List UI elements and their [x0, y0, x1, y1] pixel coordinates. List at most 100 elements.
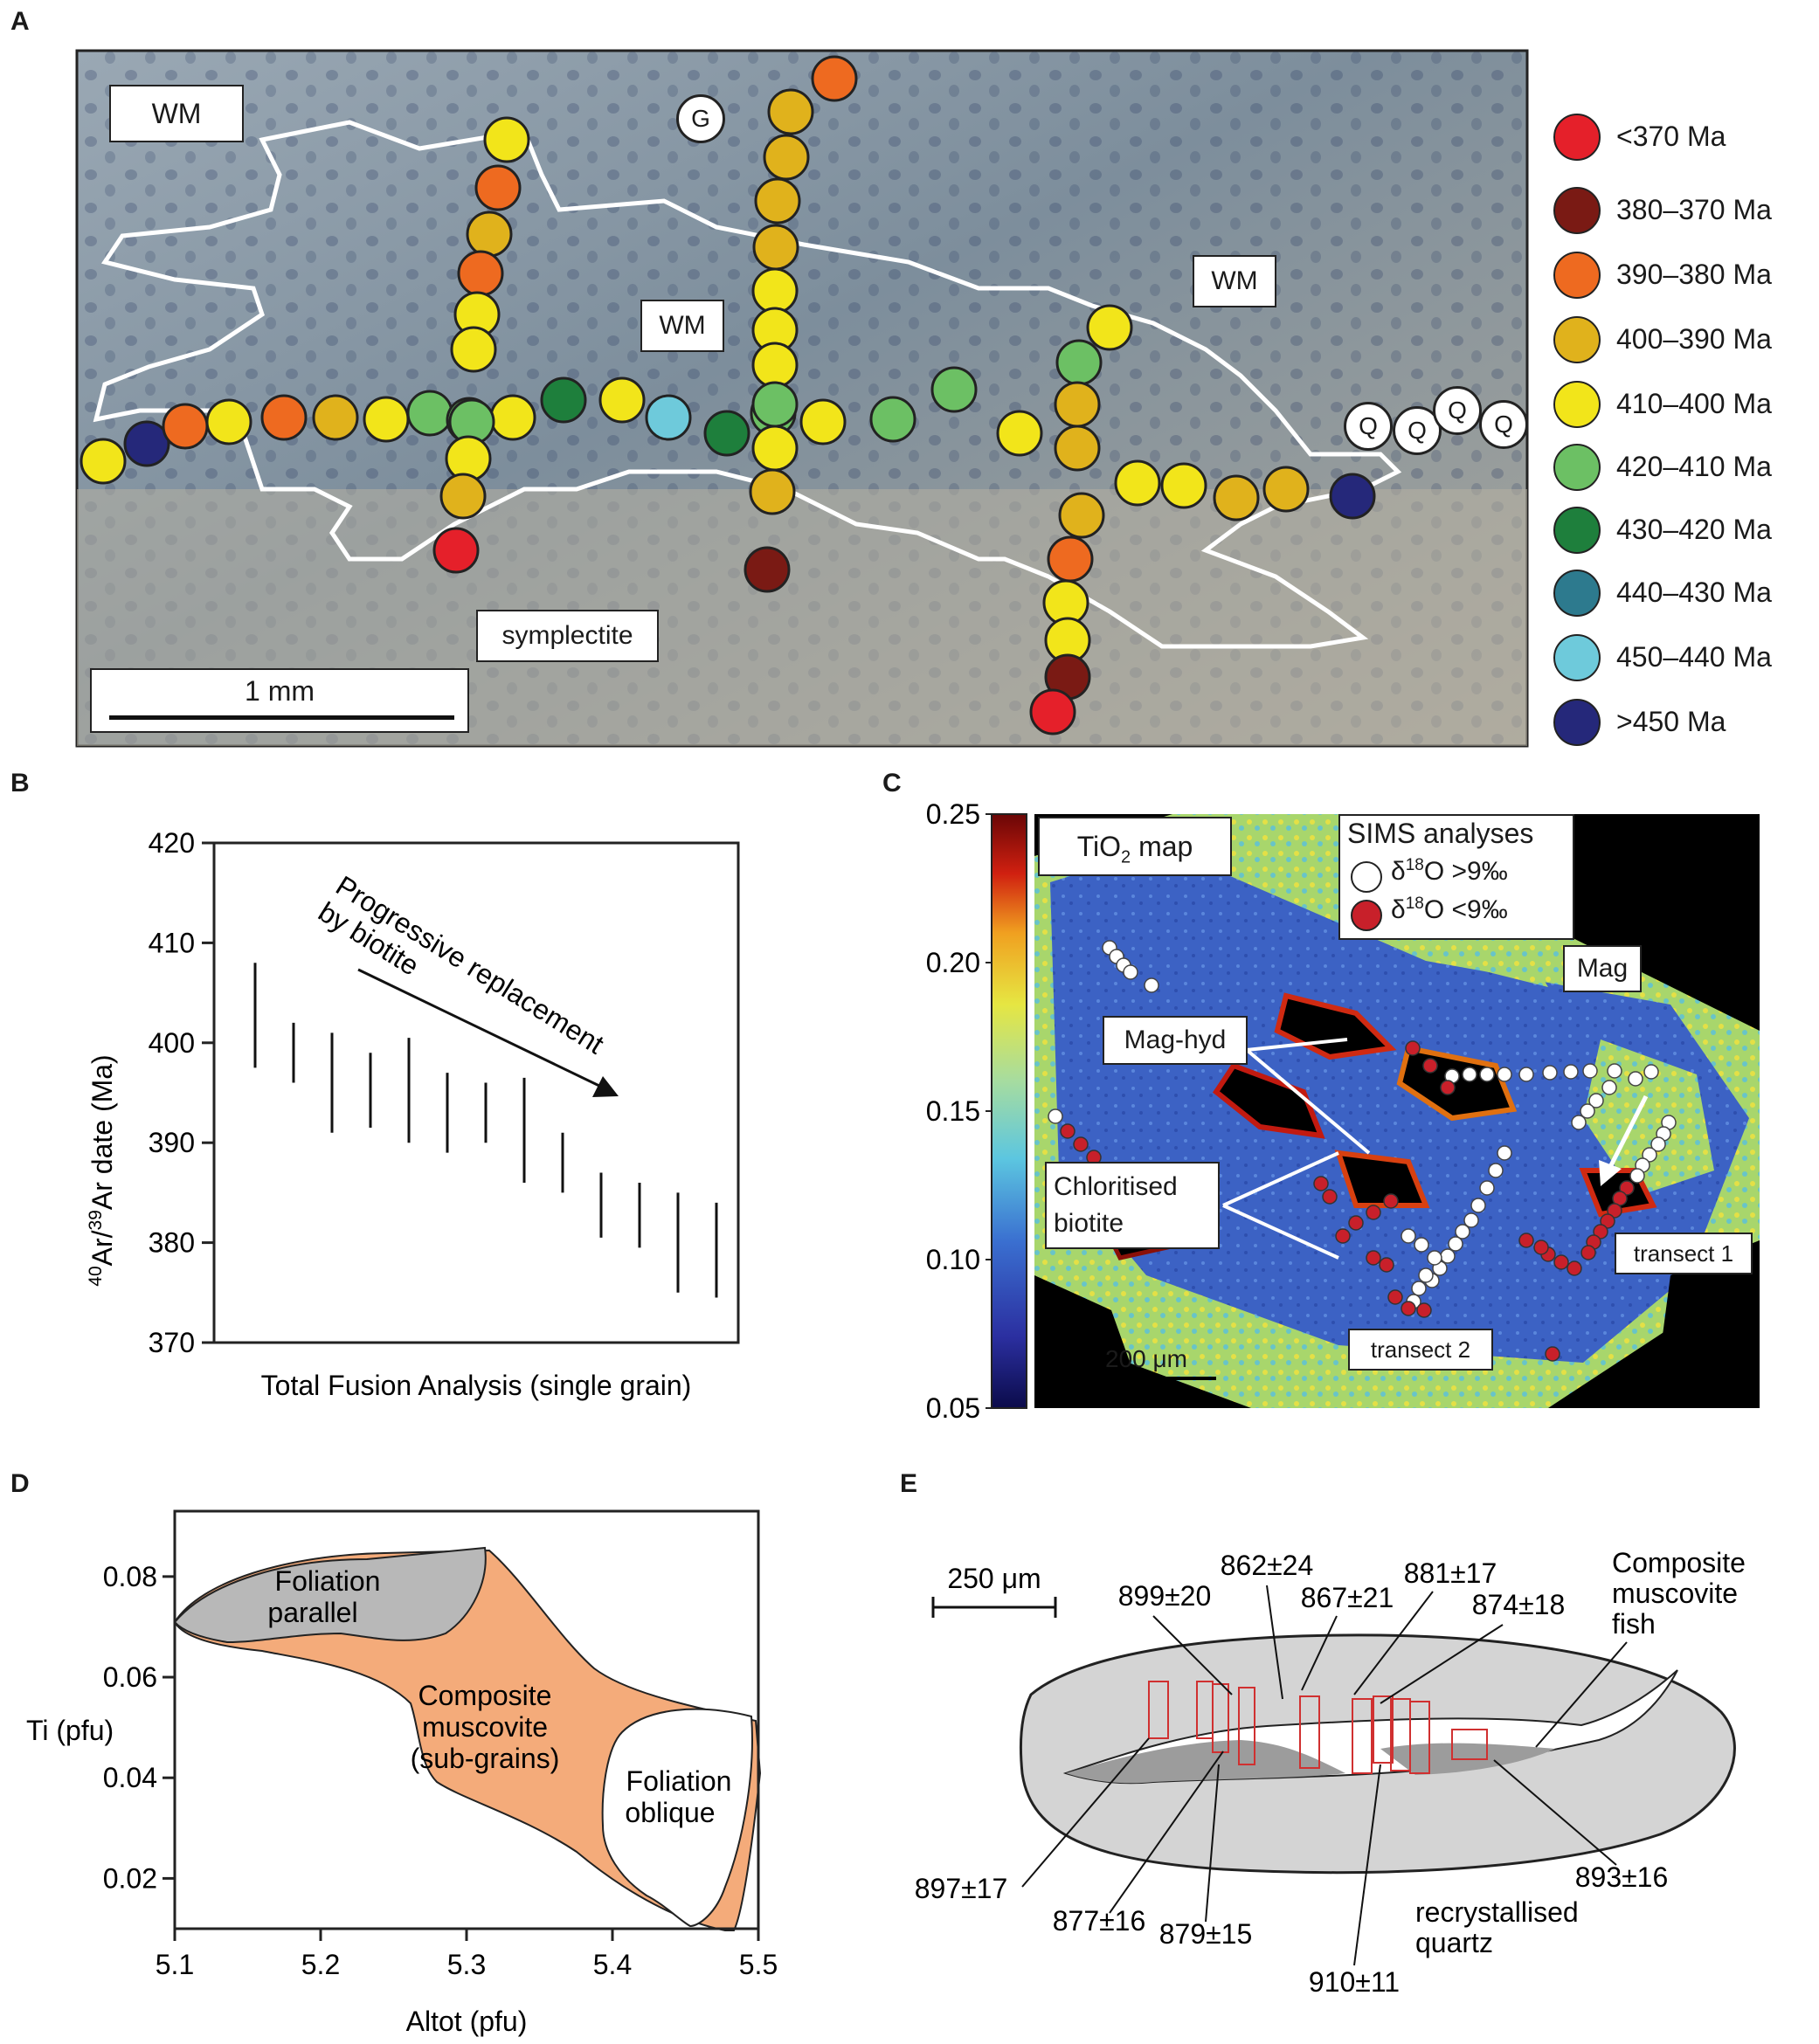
leader-line	[1535, 1641, 1628, 1748]
panel-e-fish: 250 μm 862±24 899±20 867±21 881±17 874±1…	[915, 1547, 1746, 1998]
leader-lines	[1021, 1585, 1628, 1966]
sims-spot-low	[1600, 1213, 1615, 1229]
sims-spot-low	[1366, 1250, 1381, 1266]
dated-spot	[799, 398, 847, 445]
dated-spot	[1055, 339, 1103, 386]
fish-label: muscovite	[1612, 1578, 1738, 1609]
analysis-box	[1352, 1698, 1373, 1774]
dated-spot	[1262, 466, 1310, 513]
dated-spot	[1029, 688, 1076, 735]
dated-spot	[645, 394, 692, 441]
field-label: muscovite	[422, 1711, 548, 1743]
sims-legend: SIMS analyses δ18O >9‰ δ18O <9‰	[1338, 814, 1574, 940]
chloritised-biotite-label: Chloritised biotite	[1045, 1162, 1220, 1249]
y-tick-label: 390	[149, 1127, 195, 1158]
dated-spot	[1054, 425, 1101, 472]
legend-swatch	[1553, 187, 1601, 234]
analysis-box	[1409, 1701, 1430, 1774]
colorbar-tick-label: 0.25	[926, 798, 980, 830]
quartz-marker: Q	[1344, 402, 1393, 451]
legend-swatch	[1553, 507, 1601, 554]
transect-2-label: transect 2	[1348, 1329, 1493, 1371]
sims-spots	[1048, 940, 1677, 1362]
dated-spot	[1329, 473, 1376, 520]
panel-d-chart: 5.1 5.2 5.3 5.4 5.5 0.02 0.04 0.06 0.08 Foliatio…	[26, 1509, 778, 2037]
arrow-annotation-line-1: Progressive replacement	[330, 869, 609, 1060]
chlorite-pointer	[1222, 1151, 1339, 1207]
dated-spot	[1086, 304, 1133, 351]
sims-spot-low	[1518, 1233, 1534, 1248]
wm-label-3: WM	[1193, 255, 1276, 307]
quartz-marker: Q	[1433, 386, 1482, 435]
legend-swatch	[1553, 634, 1601, 681]
y-axis-title: Ti (pfu)	[26, 1715, 114, 1746]
sims-spot-high	[1479, 1180, 1495, 1196]
colorbar-tick-label: 0.15	[926, 1095, 980, 1127]
legend-label: 450–440 Ma	[1616, 641, 1772, 673]
sims-spot-low	[1545, 1346, 1560, 1362]
dated-spot	[1114, 459, 1161, 507]
legend-label: 400–390 Ma	[1616, 323, 1772, 355]
sims-spot-low	[1416, 1302, 1432, 1318]
leader-line	[1301, 1615, 1338, 1691]
analysis-box	[1238, 1687, 1255, 1765]
dated-spot	[450, 326, 497, 373]
field-label: Foliation	[626, 1765, 732, 1797]
mag-hyd-pointer	[1246, 1038, 1348, 1052]
dated-spot	[1054, 381, 1101, 428]
dated-spot	[751, 425, 799, 472]
y-tick-label: 0.08	[103, 1561, 157, 1592]
y-tick-label: 0.04	[103, 1762, 157, 1793]
sims-spot-high	[1448, 1236, 1463, 1252]
sims-spot-low	[1348, 1215, 1364, 1231]
sims-spot-high	[1629, 1168, 1645, 1184]
dated-spot	[489, 394, 536, 441]
legend-label: 420–410 Ma	[1616, 451, 1772, 482]
sims-spot-low	[1405, 1040, 1421, 1056]
sims-spot-low	[1440, 1080, 1456, 1095]
sims-spot-low	[1313, 1176, 1329, 1191]
dated-spot	[123, 420, 170, 467]
dated-spot	[744, 546, 791, 593]
dated-spot	[754, 177, 801, 224]
field-label: oblique	[625, 1797, 715, 1828]
age-label: 879±15	[1159, 1918, 1253, 1950]
dated-spot	[598, 376, 646, 424]
dated-spot	[1213, 474, 1260, 521]
sims-spot-high	[1518, 1067, 1534, 1082]
sims-spot-low	[1607, 1203, 1622, 1219]
arrow-head	[592, 1076, 619, 1097]
sims-spot-high	[1462, 1067, 1477, 1082]
dated-spot	[205, 398, 252, 445]
leader-line	[1353, 1591, 1434, 1695]
sims-spot-low	[1593, 1224, 1608, 1240]
sims-spot-low	[1060, 1123, 1075, 1139]
analysis-spots	[80, 55, 1376, 735]
dated-spot	[483, 116, 530, 163]
fish-label: fish	[1612, 1608, 1656, 1640]
age-label: 862±24	[1221, 1550, 1314, 1581]
dated-spot	[751, 381, 799, 428]
colorbar-tick-label: 0.05	[926, 1392, 980, 1424]
sims-spot-low	[1366, 1205, 1381, 1220]
dated-spot	[869, 396, 916, 443]
sims-legend-title: SIMS analyses	[1347, 818, 1534, 849]
colorbar-tick-label: 0.10	[926, 1244, 980, 1275]
scale-label-e: 250 μm	[947, 1563, 1041, 1594]
y-tick-label: 370	[149, 1327, 195, 1358]
sims-spot-high	[1643, 1064, 1659, 1080]
legend-swatch	[1553, 316, 1601, 363]
legend-label: 410–400 Ma	[1616, 388, 1772, 419]
dated-spot	[457, 250, 504, 297]
dated-spot	[751, 342, 799, 389]
sims-spot-high	[1607, 1063, 1622, 1079]
garnet-marker: G	[676, 94, 725, 143]
age-label: 893±16	[1575, 1861, 1669, 1893]
sims-spot-high	[1479, 1067, 1495, 1082]
y-tick-label: 410	[149, 927, 195, 958]
dated-spot	[749, 468, 796, 515]
field-foliation-oblique	[601, 1708, 753, 1928]
y-tick-label: 380	[149, 1227, 195, 1259]
x-tick-label: 5.2	[301, 1949, 340, 1980]
legend-white-marker	[1351, 861, 1382, 893]
